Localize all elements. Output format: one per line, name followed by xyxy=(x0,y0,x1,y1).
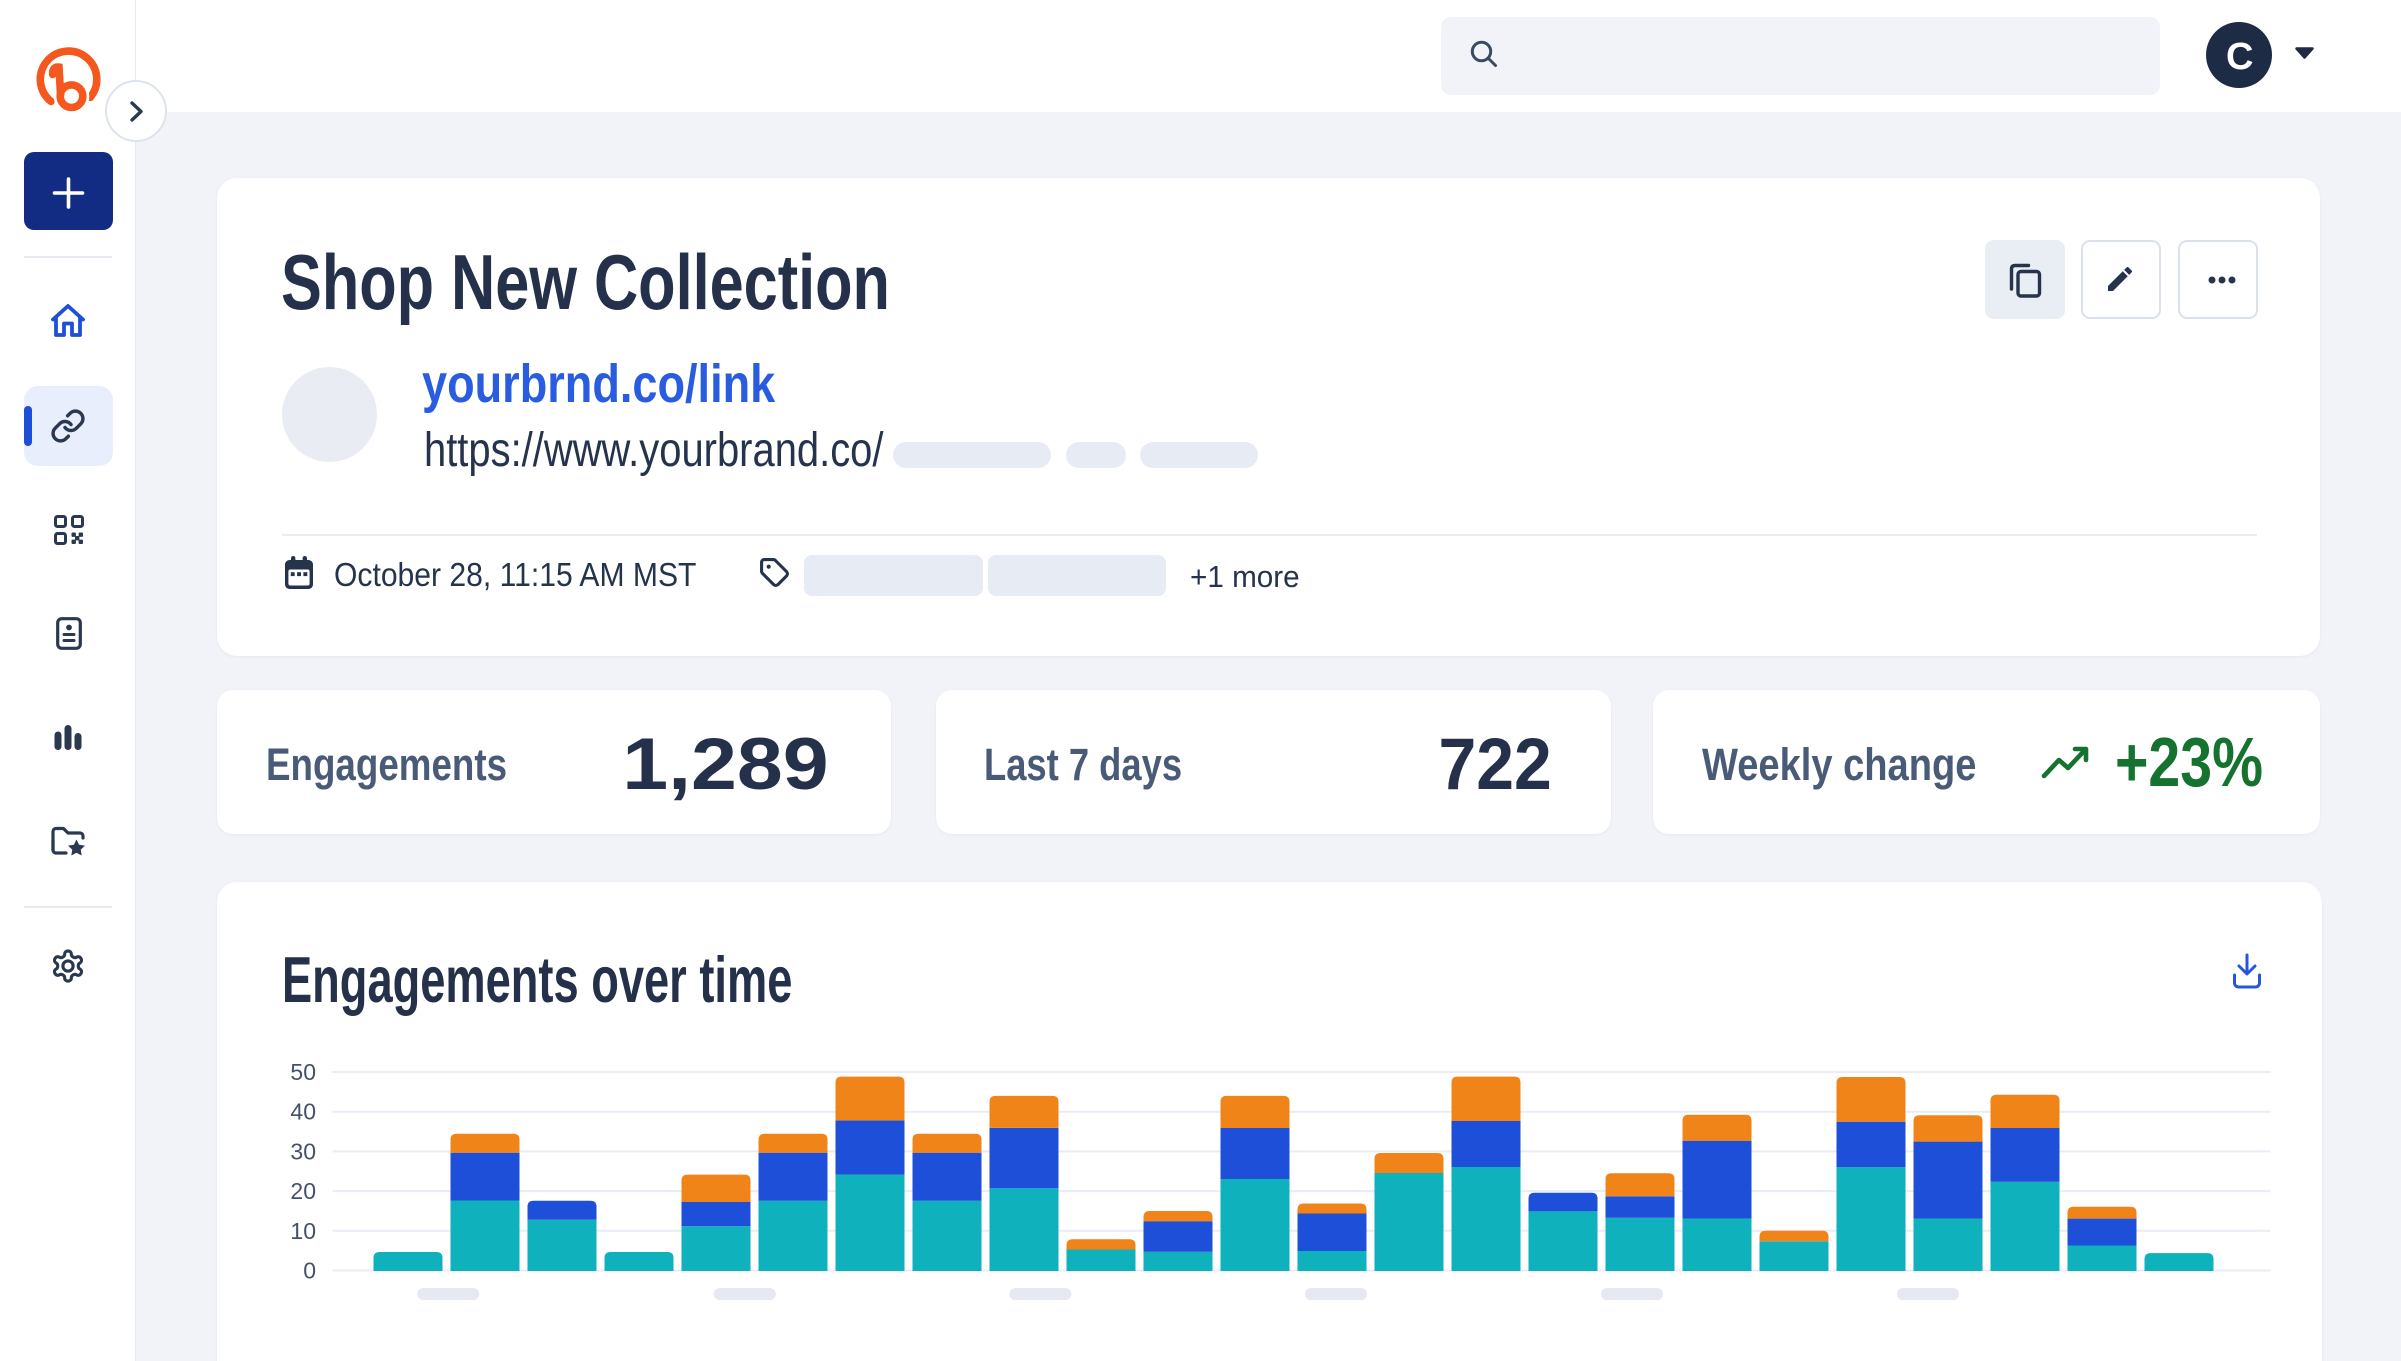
svg-text:50: 50 xyxy=(290,1059,316,1085)
svg-text:0: 0 xyxy=(303,1258,316,1284)
svg-text:20: 20 xyxy=(290,1178,316,1204)
svg-text:10: 10 xyxy=(290,1218,316,1244)
svg-text:40: 40 xyxy=(290,1099,316,1125)
svg-text:30: 30 xyxy=(290,1138,316,1164)
